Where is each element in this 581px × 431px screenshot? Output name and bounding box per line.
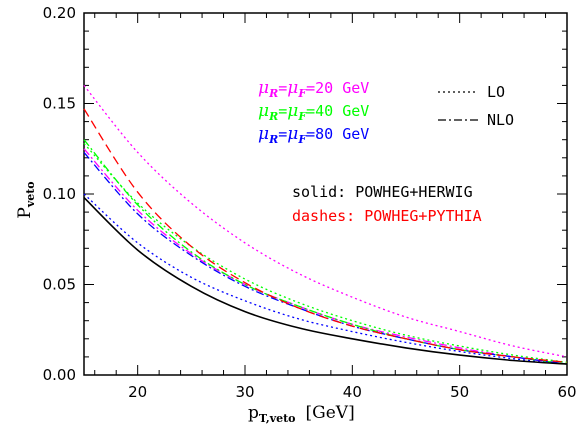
- y-axis-label-sub: veto: [24, 181, 37, 208]
- method-legend-label: solid: POWHEG+HERWIG: [292, 183, 473, 201]
- scale-legend-part: μ: [287, 101, 298, 121]
- scale-legend-part: F: [297, 110, 307, 123]
- scale-legend-entry: μR=μF=40 GeV: [258, 101, 369, 123]
- y-axis-label-main: P: [15, 207, 35, 218]
- series-line-herwig: [83, 197, 568, 365]
- scale-legend-part: =: [278, 102, 287, 120]
- scale-legend-part: R: [268, 110, 278, 123]
- x-axis-label-sub: T,veto: [259, 412, 296, 425]
- x-tick-label: 60: [557, 383, 576, 401]
- scale-legend-part: =20 GeV: [306, 79, 369, 97]
- series-lines: [83, 84, 568, 365]
- scale-legend-part: μ: [258, 101, 269, 121]
- axis-ticks: [84, 12, 568, 376]
- style-legend-label: LO: [487, 83, 505, 101]
- scale-legend-part: F: [297, 133, 307, 146]
- scale-legend-part: =: [278, 125, 287, 143]
- x-tick-label: 20: [128, 383, 147, 401]
- scale-legend-part: R: [268, 87, 278, 100]
- scale-legend-part: μ: [258, 124, 269, 144]
- scale-legend-entry: μR=μF=80 GeV: [258, 124, 369, 146]
- y-axis-label: Pveto: [15, 181, 37, 218]
- series-line-pythia: [83, 108, 568, 363]
- scale-legend-part: =80 GeV: [306, 125, 369, 143]
- scale-legend-part: =: [278, 79, 287, 97]
- style-legend-label: NLO: [487, 111, 514, 129]
- y-tick-label: 0.10: [43, 185, 76, 203]
- tick-labels: 20 30 40 50 60 0.00 0.05 0.10 0.15 0.20: [43, 4, 577, 401]
- x-axis-label-unit: [GeV]: [306, 403, 355, 423]
- scale-legend-part: μ: [287, 78, 298, 98]
- x-tick-label: 40: [343, 383, 362, 401]
- series-line-lo-80: [83, 193, 568, 365]
- x-tick-label: 30: [235, 383, 254, 401]
- scale-legend-part: R: [268, 133, 278, 146]
- scale-legend-part: μ: [258, 78, 269, 98]
- series-line-lo-40: [83, 142, 568, 363]
- y-tick-label: 0.15: [43, 95, 76, 113]
- y-tick-label: 0.05: [43, 276, 76, 294]
- method-legend-label: dashes: POWHEG+PYTHIA: [292, 207, 482, 225]
- x-axis-label-main: p: [248, 403, 259, 423]
- scale-legend-part: F: [297, 87, 307, 100]
- scale-legend-part: μ: [287, 124, 298, 144]
- scale-legend-part: =40 GeV: [306, 102, 369, 120]
- y-tick-label: 0.00: [43, 366, 76, 384]
- series-line-nlo-40: [83, 139, 568, 365]
- x-tick-label: 50: [450, 383, 469, 401]
- y-tick-label: 0.20: [43, 4, 76, 22]
- x-axis-label: pT,veto [GeV]: [248, 403, 355, 425]
- scale-legend-entry: μR=μF=20 GeV: [258, 78, 369, 100]
